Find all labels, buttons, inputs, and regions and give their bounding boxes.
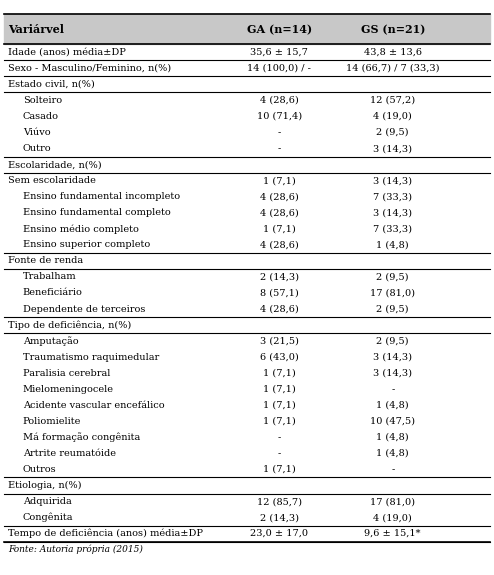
Text: 7 (33,3): 7 (33,3) — [373, 224, 412, 233]
Text: Ensino superior completo: Ensino superior completo — [23, 240, 150, 250]
Text: 3 (21,5): 3 (21,5) — [260, 336, 298, 346]
Text: Solteiro: Solteiro — [23, 96, 62, 105]
Text: 3 (14,3): 3 (14,3) — [373, 352, 412, 362]
Text: Traumatismo raquimedular: Traumatismo raquimedular — [23, 352, 159, 362]
Text: -: - — [278, 128, 281, 137]
Text: Ensino médio completo: Ensino médio completo — [23, 224, 139, 233]
Text: -: - — [278, 144, 281, 153]
Text: 10 (71,4): 10 (71,4) — [256, 112, 302, 121]
Text: 2 (9,5): 2 (9,5) — [376, 273, 409, 281]
Text: 7 (33,3): 7 (33,3) — [373, 192, 412, 201]
Text: Sexo - Masculino/Feminino, n(%): Sexo - Masculino/Feminino, n(%) — [8, 64, 171, 73]
Text: 4 (28,6): 4 (28,6) — [260, 305, 298, 313]
Text: Dependente de terceiros: Dependente de terceiros — [23, 305, 145, 313]
Text: Acidente vascular encefálico: Acidente vascular encefálico — [23, 401, 165, 410]
Text: 9,6 ± 15,1*: 9,6 ± 15,1* — [365, 529, 421, 538]
Text: Fonte de renda: Fonte de renda — [8, 256, 83, 266]
Text: Amputação: Amputação — [23, 336, 79, 346]
Text: Escolaridade, n(%): Escolaridade, n(%) — [8, 160, 102, 169]
Text: 23,0 ± 17,0: 23,0 ± 17,0 — [250, 529, 308, 538]
Text: 4 (19,0): 4 (19,0) — [373, 513, 412, 522]
Text: 8 (57,1): 8 (57,1) — [260, 289, 298, 297]
Text: 3 (14,3): 3 (14,3) — [373, 176, 412, 185]
Text: Mielomeningocele: Mielomeningocele — [23, 385, 114, 394]
Text: Paralisia cerebral: Paralisia cerebral — [23, 369, 110, 378]
Text: Outro: Outro — [23, 144, 51, 153]
Text: Beneficiário: Beneficiário — [23, 289, 82, 297]
Text: 1 (7,1): 1 (7,1) — [263, 176, 295, 185]
Text: 2 (14,3): 2 (14,3) — [260, 273, 298, 281]
Text: 1 (7,1): 1 (7,1) — [263, 417, 295, 426]
Text: Outros: Outros — [23, 465, 56, 474]
Text: Congênita: Congênita — [23, 513, 73, 522]
Text: 4 (28,6): 4 (28,6) — [260, 192, 298, 201]
Text: 2 (9,5): 2 (9,5) — [376, 305, 409, 313]
Text: 43,8 ± 13,6: 43,8 ± 13,6 — [364, 48, 422, 57]
Text: 3 (14,3): 3 (14,3) — [373, 144, 412, 153]
Text: 1 (4,8): 1 (4,8) — [376, 433, 409, 442]
Text: Má formação congênita: Má formação congênita — [23, 432, 140, 442]
Text: 3 (14,3): 3 (14,3) — [373, 208, 412, 217]
Text: 1 (7,1): 1 (7,1) — [263, 224, 295, 233]
Text: 14 (100,0) / -: 14 (100,0) / - — [247, 64, 311, 73]
Text: Viúvo: Viúvo — [23, 128, 50, 137]
Text: 2 (9,5): 2 (9,5) — [376, 336, 409, 346]
Text: Trabalham: Trabalham — [23, 273, 77, 281]
Text: 4 (28,6): 4 (28,6) — [260, 96, 298, 105]
Bar — [4, 14, 490, 44]
Text: 17 (81,0): 17 (81,0) — [370, 497, 415, 506]
Text: 1 (7,1): 1 (7,1) — [263, 465, 295, 474]
Text: 3 (14,3): 3 (14,3) — [373, 369, 412, 378]
Text: Ensino fundamental incompleto: Ensino fundamental incompleto — [23, 192, 180, 201]
Text: Tipo de deficiência, n(%): Tipo de deficiência, n(%) — [8, 320, 131, 330]
Text: 1 (7,1): 1 (7,1) — [263, 401, 295, 410]
Text: Ensino fundamental completo: Ensino fundamental completo — [23, 208, 170, 217]
Text: Fonte: Autoria própria (2015): Fonte: Autoria própria (2015) — [8, 545, 143, 554]
Text: GA (n=14): GA (n=14) — [247, 24, 312, 35]
Text: 1 (7,1): 1 (7,1) — [263, 369, 295, 378]
Text: 4 (28,6): 4 (28,6) — [260, 208, 298, 217]
Text: Poliomielite: Poliomielite — [23, 417, 81, 426]
Text: Etiologia, n(%): Etiologia, n(%) — [8, 481, 82, 490]
Text: Casado: Casado — [23, 112, 59, 121]
Text: 14 (66,7) / 7 (33,3): 14 (66,7) / 7 (33,3) — [346, 64, 440, 73]
Text: Idade (anos) média±DP: Idade (anos) média±DP — [8, 48, 126, 57]
Text: 1 (7,1): 1 (7,1) — [263, 385, 295, 394]
Text: -: - — [278, 433, 281, 442]
Text: 12 (85,7): 12 (85,7) — [256, 497, 302, 506]
Text: 1 (4,8): 1 (4,8) — [376, 401, 409, 410]
Text: 4 (19,0): 4 (19,0) — [373, 112, 412, 121]
Text: 4 (28,6): 4 (28,6) — [260, 240, 298, 250]
Text: 2 (9,5): 2 (9,5) — [376, 128, 409, 137]
Text: 17 (81,0): 17 (81,0) — [370, 289, 415, 297]
Text: Variárvel: Variárvel — [8, 24, 64, 35]
Text: 1 (4,8): 1 (4,8) — [376, 449, 409, 458]
Text: 6 (43,0): 6 (43,0) — [260, 352, 298, 362]
Text: Adquirida: Adquirida — [23, 497, 72, 506]
Text: 1 (4,8): 1 (4,8) — [376, 240, 409, 250]
Text: 35,6 ± 15,7: 35,6 ± 15,7 — [250, 48, 308, 57]
Text: -: - — [278, 449, 281, 458]
Text: Artrite reumatóide: Artrite reumatóide — [23, 449, 116, 458]
Text: 10 (47,5): 10 (47,5) — [370, 417, 415, 426]
Text: Estado civil, n(%): Estado civil, n(%) — [8, 80, 95, 89]
Text: 12 (57,2): 12 (57,2) — [370, 96, 415, 105]
Text: -: - — [391, 385, 394, 394]
Text: -: - — [391, 465, 394, 474]
Text: 2 (14,3): 2 (14,3) — [260, 513, 298, 522]
Text: Tempo de deficiência (anos) média±DP: Tempo de deficiência (anos) média±DP — [8, 529, 203, 538]
Text: Sem escolaridade: Sem escolaridade — [8, 176, 96, 185]
Text: GS (n=21): GS (n=21) — [361, 24, 425, 35]
